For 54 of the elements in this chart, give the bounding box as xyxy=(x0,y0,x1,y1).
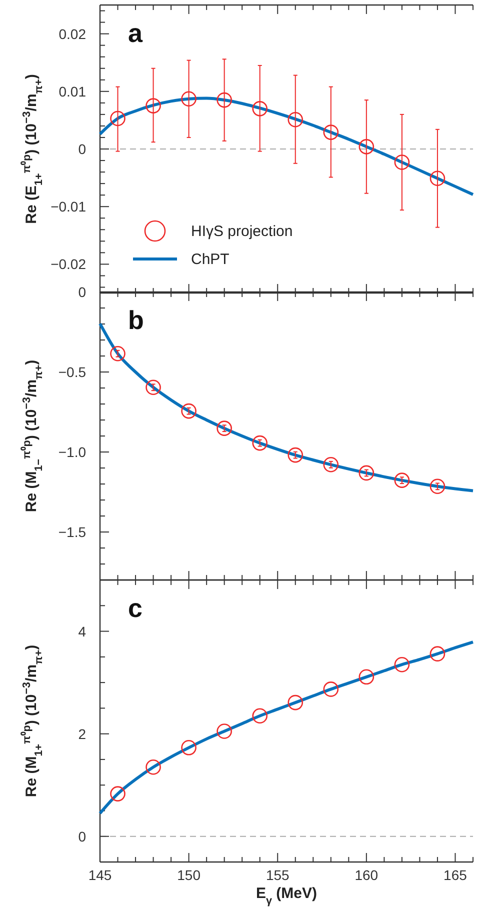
y-tick-label: 4 xyxy=(78,623,86,640)
point xyxy=(181,740,196,756)
annotation: b xyxy=(128,305,144,335)
legend-label: HIγS projection xyxy=(191,223,293,240)
point xyxy=(110,110,126,126)
point xyxy=(252,101,268,116)
x-tick-label: 145 xyxy=(88,867,112,883)
x-tick-label: 155 xyxy=(266,867,290,883)
y-tick-label: 0 xyxy=(78,828,86,844)
point xyxy=(394,154,410,170)
y-tick-label: −0.02 xyxy=(50,256,86,272)
point xyxy=(430,646,446,662)
y-tick-label: −1.0 xyxy=(58,444,86,460)
y-tick-label: 0 xyxy=(78,141,86,157)
y-tick-label: 0.02 xyxy=(58,26,86,42)
y-tick-label: −0.5 xyxy=(58,364,86,380)
point xyxy=(216,420,232,436)
annotation: a xyxy=(128,18,143,48)
point xyxy=(430,478,446,494)
y-tick-label: 0.01 xyxy=(58,83,86,100)
point xyxy=(181,403,196,419)
point xyxy=(252,435,268,451)
y-tick-label: 0 xyxy=(78,284,86,300)
point xyxy=(146,380,161,396)
point xyxy=(323,682,339,697)
line-series xyxy=(98,640,474,815)
point xyxy=(110,346,126,362)
point xyxy=(181,91,196,107)
point xyxy=(358,669,374,685)
y-tick-label: 2 xyxy=(78,726,86,742)
point xyxy=(430,170,446,186)
point xyxy=(358,139,374,154)
point xyxy=(146,759,161,775)
point xyxy=(110,786,126,802)
x-axis-title: E$_{γ}$ (MeV) xyxy=(256,885,318,907)
point xyxy=(323,124,339,140)
y-tick-label: −0.01 xyxy=(50,198,86,215)
point xyxy=(146,98,161,114)
x-tick-label: 160 xyxy=(354,867,378,883)
annotation: c xyxy=(128,593,142,623)
y-tick-label: −1.5 xyxy=(58,524,86,540)
point xyxy=(394,472,410,488)
point xyxy=(216,724,232,739)
point xyxy=(358,465,374,481)
point xyxy=(288,112,304,128)
point xyxy=(252,708,268,724)
legend-label: ChPT xyxy=(191,251,230,268)
x-tick-label: 165 xyxy=(444,867,468,883)
point xyxy=(288,447,304,463)
point xyxy=(394,656,410,672)
x-tick-label: 150 xyxy=(177,867,201,883)
point xyxy=(288,694,304,710)
point xyxy=(216,92,232,108)
point xyxy=(323,456,339,472)
